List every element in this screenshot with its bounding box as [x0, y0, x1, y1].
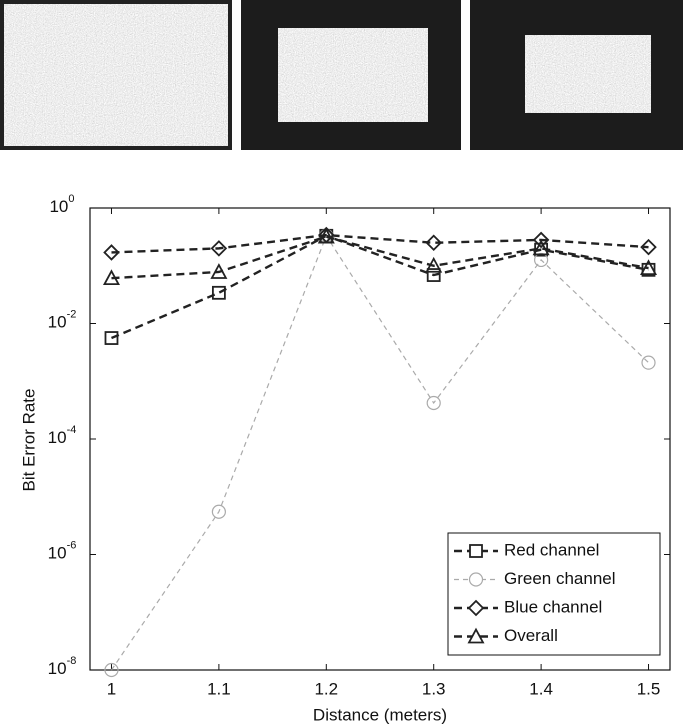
- marker: [103, 244, 120, 261]
- legend-marker: [467, 627, 485, 644]
- marker: [211, 504, 226, 519]
- series-line: [111, 234, 649, 340]
- marker: [210, 240, 228, 257]
- marker: [104, 662, 119, 678]
- y-tick-label: 100: [49, 193, 74, 217]
- marker: [210, 263, 228, 279]
- marker: [640, 238, 657, 256]
- x-tick-label: 1.3: [422, 679, 446, 698]
- series-line: [110, 234, 649, 671]
- y-tick-exponent: -6: [67, 539, 77, 551]
- legend-marker: [467, 599, 485, 617]
- y-axis-label: Bit Error Rate: [19, 389, 38, 492]
- image-noise: [278, 28, 428, 122]
- y-tick-label: 10-2: [48, 308, 77, 332]
- marker: [211, 285, 226, 300]
- series-line: [111, 235, 649, 280]
- y-tick-base: 10: [48, 428, 67, 447]
- legend-label: Overall: [504, 626, 558, 645]
- marker: [426, 395, 441, 411]
- legend-label: Red channel: [504, 540, 599, 559]
- image-noise: [525, 35, 651, 113]
- legend-marker: [468, 572, 484, 587]
- x-tick-label: 1.5: [637, 679, 661, 698]
- y-tick-label: 10-8: [48, 655, 77, 679]
- y-tick-base: 10: [48, 659, 67, 678]
- series-line: [111, 233, 649, 254]
- y-tick-exponent: -4: [67, 424, 77, 436]
- y-tick-exponent: -8: [67, 655, 77, 667]
- marker: [532, 239, 550, 256]
- x-tick-label: 1.4: [529, 679, 553, 698]
- legend-label: Green channel: [504, 569, 616, 588]
- y-tick-base: 10: [49, 197, 68, 216]
- marker: [534, 252, 549, 268]
- marker: [532, 231, 550, 249]
- y-tick-base: 10: [48, 544, 67, 563]
- image-noise: [4, 4, 228, 146]
- y-tick-label: 10-4: [48, 424, 77, 448]
- y-tick-exponent: 0: [68, 193, 74, 205]
- marker: [426, 268, 441, 282]
- marker: [425, 256, 443, 273]
- legend-box: [447, 532, 661, 656]
- marker: [641, 355, 656, 370]
- legend-label: Blue channel: [504, 597, 602, 616]
- y-tick-label: 10-6: [48, 539, 77, 563]
- y-tick-exponent: -2: [67, 308, 77, 320]
- marker: [640, 259, 658, 276]
- x-axis-label: Distance (meters): [313, 705, 447, 724]
- legend-marker: [469, 544, 483, 558]
- x-tick-label: 1.1: [207, 679, 231, 698]
- x-tick-label: 1: [107, 679, 116, 698]
- x-tick-label: 1.2: [314, 679, 338, 698]
- marker: [425, 234, 442, 252]
- y-tick-base: 10: [48, 313, 67, 332]
- marker: [102, 269, 120, 286]
- marker: [641, 262, 656, 277]
- sample-images: [0, 0, 683, 150]
- marker: [317, 227, 335, 244]
- legend: Red channel Green channel Blue channel Over…: [447, 532, 661, 656]
- marker: [104, 331, 119, 345]
